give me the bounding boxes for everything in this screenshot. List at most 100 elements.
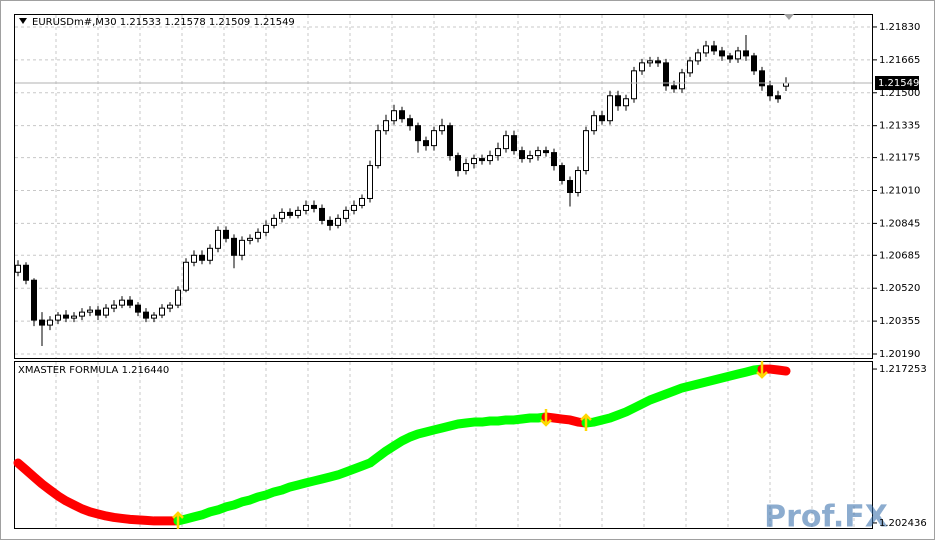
candle-body	[439, 125, 445, 132]
candle-body	[663, 62, 669, 87]
candle-body	[655, 60, 661, 64]
candle-body	[343, 209, 349, 219]
candle-body	[151, 314, 157, 319]
candle-body	[279, 211, 285, 219]
marks	[13, 34, 791, 529]
candle-body	[383, 120, 389, 132]
candle-body	[471, 158, 477, 165]
candle-body	[479, 158, 485, 162]
candle-body	[183, 261, 189, 291]
indicator-name: XMASTER FORMULA	[18, 365, 119, 376]
candle-body	[447, 125, 453, 157]
candle-body	[199, 254, 205, 261]
candle-body	[527, 155, 533, 160]
signal-arrow-up	[172, 511, 184, 529]
candle-body	[71, 315, 77, 319]
candle-body	[143, 311, 149, 319]
y-tick-label: 1.21335	[879, 121, 920, 132]
candle-body	[583, 130, 589, 172]
candle-body	[423, 140, 429, 147]
candle-body	[559, 165, 565, 182]
candle-body	[487, 155, 493, 162]
candle-body	[367, 165, 373, 199]
candle-body	[519, 150, 525, 160]
signal-arrow-up	[580, 413, 592, 431]
candle-body	[415, 125, 421, 142]
candle-body	[95, 309, 101, 316]
watermark: Prof.FX	[764, 500, 888, 535]
main-pane	[14, 14, 873, 359]
y-tick-label: 1.20845	[879, 218, 920, 229]
candle-body	[647, 60, 653, 64]
menu-icon	[19, 18, 27, 24]
candle-body	[735, 50, 741, 60]
candle-body	[575, 170, 581, 193]
candle-body	[463, 163, 469, 172]
candle-body	[599, 115, 605, 122]
candle-body	[295, 209, 301, 216]
candle-body	[319, 207, 325, 221]
y-tick-label: 1.21830	[879, 22, 920, 33]
candle-body	[311, 204, 317, 209]
candle-body	[767, 85, 773, 97]
candle-body	[287, 211, 293, 216]
ohlc-open: 1.21533	[120, 17, 161, 28]
shift-marker	[784, 14, 794, 20]
candle-body	[271, 217, 277, 226]
candle-body	[159, 307, 165, 316]
candle-body	[551, 152, 557, 167]
candle-body	[391, 110, 397, 122]
candle-body	[503, 135, 509, 150]
candle-body	[23, 264, 29, 281]
candle-body	[615, 95, 621, 107]
y-tick-label: 1.21175	[879, 153, 920, 164]
candle-body	[375, 130, 381, 167]
candle-body	[231, 237, 237, 256]
y-tick-label: 1.20355	[879, 316, 920, 327]
candle-body	[359, 197, 365, 206]
candle-body	[127, 299, 133, 306]
candle-body	[79, 311, 85, 317]
candle-body	[679, 72, 685, 90]
candle-body	[255, 231, 261, 239]
y-tick-label: 1.21500	[879, 88, 920, 99]
candle-body	[623, 98, 629, 107]
candle-body	[631, 70, 637, 100]
candle-body	[223, 229, 229, 239]
candle-body	[167, 304, 173, 309]
indicator-line-down	[13, 458, 183, 526]
indicator-line-down	[757, 364, 791, 376]
candle-body	[175, 289, 181, 306]
candle-body	[511, 135, 517, 152]
candle-body	[263, 224, 269, 233]
signal-arrow-down	[540, 408, 552, 427]
candle-body	[55, 314, 61, 321]
y-tick-label: 1.202436	[879, 518, 927, 529]
candle-body	[39, 319, 45, 326]
candle-body	[191, 254, 197, 263]
grid	[15, 15, 872, 528]
candle-body	[63, 314, 69, 319]
candle-body	[47, 319, 53, 326]
ohlc-high: 1.21578	[164, 17, 205, 28]
price-label-box	[875, 76, 919, 91]
y-tick-label: 1.20520	[879, 283, 920, 294]
candle-body	[759, 70, 765, 87]
candle-body	[407, 118, 413, 127]
candle-body	[303, 204, 309, 211]
chart-symbol: EURUSDm#,M30 1.21533 1.21578 1.21509 1.2…	[32, 17, 295, 28]
candle-body	[247, 237, 253, 241]
candle-body	[431, 130, 437, 147]
y-tick-label: 1.20685	[879, 250, 920, 261]
signal-arrow-down	[756, 361, 768, 379]
candle-body	[775, 95, 781, 100]
candle-body	[535, 150, 541, 157]
candle-body	[743, 50, 749, 57]
candle-body	[335, 217, 341, 226]
y-tick-label: 1.21010	[879, 185, 920, 196]
candle-body	[687, 60, 693, 74]
candle-body	[751, 55, 757, 72]
candle-body	[111, 304, 117, 309]
ohlc-close: 1.21549	[253, 17, 294, 28]
